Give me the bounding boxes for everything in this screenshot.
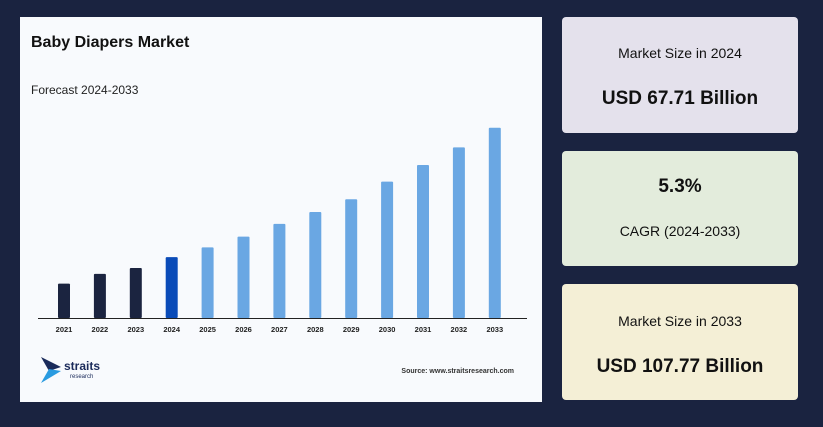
bar-2026 (237, 236, 250, 318)
chart-card: Baby Diapers Market Forecast 2024-2033 2… (20, 17, 542, 402)
x-tick-label-2031: 2031 (415, 325, 432, 334)
bar-chart: 2021 2022 2023 2024 2025 2026 2027 2028 2029 2030… (38, 127, 527, 334)
bar-2030 (381, 181, 394, 318)
chart-subtitle: Forecast 2024-2033 (31, 83, 139, 97)
x-tick-label-2024: 2024 (163, 325, 181, 334)
x-tick-label-2032: 2032 (451, 325, 468, 334)
logo-subtext: research (70, 374, 94, 380)
market-size-2033-label: Market Size in 2033 (618, 313, 742, 329)
bar-2031 (417, 164, 429, 318)
bar-2029 (345, 199, 358, 318)
x-tick-label-2028: 2028 (307, 325, 324, 334)
cagr-value: 5.3% (658, 176, 702, 197)
x-tick-label-2033: 2033 (486, 325, 503, 334)
bar-2021 (58, 283, 70, 318)
bar-2025 (201, 247, 214, 318)
cagr-label: CAGR (2024-2033) (619, 223, 741, 239)
bar-2024 (165, 257, 178, 318)
x-tick-label-2030: 2030 (379, 325, 396, 334)
x-tick-label-2021: 2021 (56, 325, 73, 334)
logo-name: straits (64, 359, 101, 373)
straits-logo-icon (41, 357, 61, 383)
market-size-2033-card: Market Size in 2033 USD 107.77 Billion (562, 284, 798, 400)
source-note: Source: www.straitsresearch.com (401, 368, 514, 375)
x-tick-label-2027: 2027 (271, 325, 288, 334)
bar-2023 (129, 267, 142, 318)
bar-2032 (452, 147, 465, 318)
market-size-2033-value: USD 107.77 Billion (596, 356, 764, 377)
bar-2028 (309, 212, 322, 318)
x-tick-label-2023: 2023 (127, 325, 144, 334)
x-tick-label-2025: 2025 (199, 325, 216, 334)
market-size-2024-label: Market Size in 2024 (618, 45, 742, 61)
bar-2022 (93, 273, 106, 318)
cagr-card: 5.3% CAGR (2024-2033) (562, 151, 798, 266)
market-size-2024-value: USD 67.71 Billion (601, 88, 759, 109)
bar-2027 (273, 223, 286, 318)
x-tick-label-2029: 2029 (343, 325, 360, 334)
straits-logo: straits research (41, 357, 121, 387)
x-tick-label-2022: 2022 (92, 325, 109, 334)
bar-2033 (488, 127, 501, 318)
x-tick-label-2026: 2026 (235, 325, 252, 334)
chart-title: Baby Diapers Market (31, 34, 190, 51)
market-size-2024-card: Market Size in 2024 USD 67.71 Billion (562, 17, 798, 133)
